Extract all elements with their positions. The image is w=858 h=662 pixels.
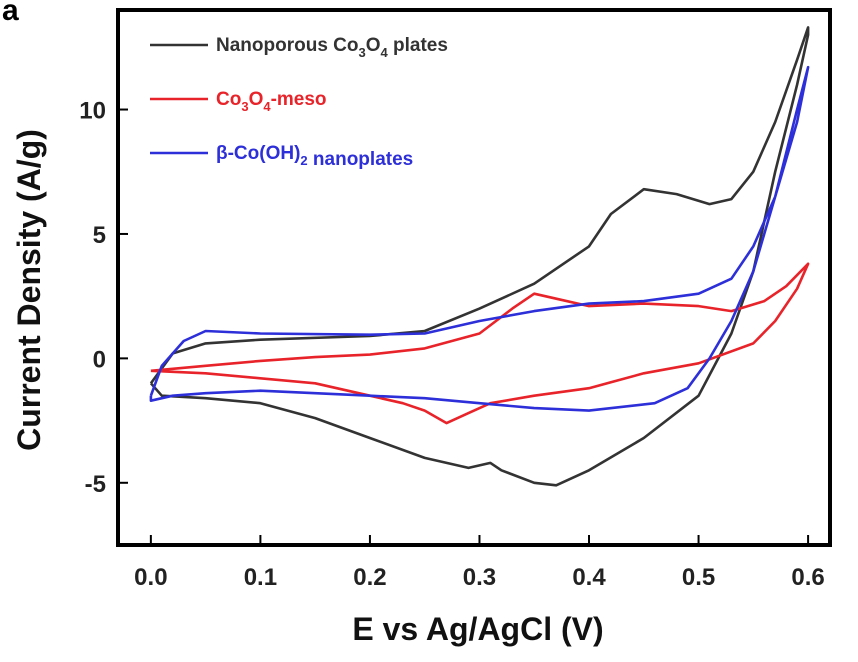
y-tick-label: 5 [93,222,106,249]
y-tick-label: 10 [79,98,106,125]
series-line-3 [149,65,810,412]
plot-frame [116,8,832,547]
x-tick-label: 0.6 [791,564,824,591]
x-tick-label: 0.0 [134,564,167,591]
x-axis-title: E vs Ag/AgCl (V) [352,611,603,647]
x-tick-label: 0.3 [463,564,496,591]
x-tick-label: 0.2 [353,564,386,591]
ticks-layer: 0.0 0.1 0.2 0.3 0.4 0.5 0.6 -5 0 5 10 [79,98,824,591]
y-tick-label: 0 [93,346,106,373]
series-line-1 [149,26,810,487]
x-tick-label: 0.1 [244,564,277,591]
legend-label: β-Co(OH)2 nanoplates [216,143,413,170]
legend-label: Nanoporous Co3O4 plates [216,35,448,60]
x-tick-label: 0.5 [682,564,715,591]
series-layer [149,26,810,487]
y-tick-label: -5 [85,471,106,498]
legend: Nanoporous Co3O4 plates Co3O4-meso β-Co(OH… [150,35,448,170]
panel-label: a [2,0,19,27]
series-line-2 [150,262,810,425]
y-axis-title: Current Density (A/g) [11,129,47,451]
x-tick-label: 0.4 [572,564,606,591]
legend-label: Co3O4-meso [216,89,327,114]
